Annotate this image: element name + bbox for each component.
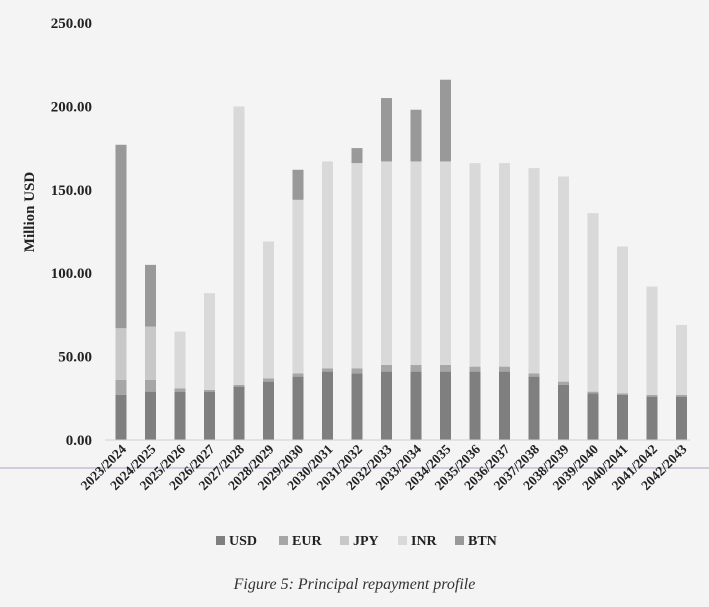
- bar-segment-inr: [351, 163, 363, 369]
- bar-segment-usd: [646, 396, 658, 440]
- bar-segment-btn: [292, 169, 304, 200]
- bar-segment-inr: [292, 199, 304, 374]
- bar-segment-inr: [381, 161, 392, 365]
- bar-segment-inr: [322, 161, 333, 369]
- legend-item-jpy: JPY: [340, 534, 379, 549]
- bar-segment-inr: [440, 161, 451, 365]
- y-tick-label: 250.00: [51, 16, 92, 32]
- bar-segment-inr: [558, 176, 569, 382]
- bar-segment-inr: [469, 163, 481, 367]
- legend-item-inr: INR: [398, 534, 438, 549]
- bar-segment-inr: [676, 324, 687, 395]
- y-tick-label: 100.00: [51, 266, 92, 282]
- bar-segment-inr: [174, 331, 186, 389]
- figure-caption: Figure 5: Principal repayment profile: [233, 576, 476, 593]
- bar-segment-usd: [204, 391, 215, 440]
- bar-segment-usd: [322, 371, 333, 440]
- x-axis: 2023/20242024/20252025/20262026/20272027…: [78, 441, 690, 493]
- bar-segment-jpy: [115, 328, 127, 380]
- bar-segment-eur: [322, 368, 333, 372]
- y-axis: 0.00 50.00 100.00 150.00 200.00 250.00: [51, 16, 92, 449]
- bar-segment-eur: [646, 394, 658, 397]
- bar-segment-inr: [263, 241, 274, 379]
- bars: [115, 79, 687, 440]
- bar-segment-eur: [351, 368, 363, 374]
- legend-label: EUR: [292, 534, 322, 549]
- y-axis-label: Million USD: [22, 172, 38, 253]
- bar-segment-usd: [410, 371, 422, 440]
- legend-label: JPY: [353, 534, 379, 549]
- bar-segment-inr: [410, 161, 422, 365]
- legend: USD EUR JPY INR BTN: [216, 534, 497, 549]
- bar-segment-eur: [528, 373, 540, 377]
- bar-segment-eur: [145, 379, 156, 392]
- legend-swatch: [340, 536, 349, 545]
- bar-segment-usd: [617, 394, 628, 440]
- bar-segment-usd: [263, 381, 274, 440]
- legend-swatch: [216, 536, 225, 545]
- bar-segment-eur: [115, 379, 127, 395]
- bar-segment-eur: [587, 391, 599, 394]
- bar-segment-eur: [676, 394, 687, 397]
- bar-segment-usd: [499, 371, 510, 440]
- bar-segment-eur: [263, 378, 274, 382]
- bar-segment-usd: [440, 371, 451, 440]
- bar-segment-eur: [469, 366, 481, 372]
- bar-segment-usd: [469, 371, 481, 440]
- legend-label: USD: [229, 534, 257, 549]
- bar-segment-usd: [587, 393, 599, 440]
- y-axis-title: Million USD: [22, 172, 38, 253]
- bar-segment-btn: [410, 109, 422, 162]
- legend-item-btn: BTN: [455, 534, 497, 549]
- legend-label: BTN: [468, 534, 497, 549]
- bar-segment-usd: [528, 376, 540, 440]
- bar-segment-eur: [233, 384, 245, 387]
- y-tick-label: 150.00: [51, 183, 92, 199]
- bar-segment-btn: [351, 148, 363, 164]
- bar-segment-eur: [558, 381, 569, 385]
- bar-segment-eur: [617, 393, 628, 395]
- bar-segment-usd: [233, 386, 245, 440]
- bar-segment-usd: [174, 391, 186, 440]
- bar-segment-inr: [499, 163, 510, 367]
- legend-swatch: [279, 536, 288, 545]
- legend-item-usd: USD: [216, 534, 257, 549]
- legend-swatch: [455, 536, 464, 545]
- bar-segment-usd: [145, 391, 156, 440]
- bar-segment-btn: [381, 98, 392, 162]
- bar-segment-eur: [440, 364, 451, 372]
- y-tick-label: 200.00: [51, 99, 92, 115]
- bar-segment-inr: [233, 106, 245, 385]
- bar-segment-btn: [115, 144, 127, 329]
- bar-segment-inr: [646, 286, 658, 395]
- bar-segment-eur: [410, 364, 422, 372]
- bar-segment-btn: [145, 264, 156, 327]
- legend-label: INR: [411, 534, 438, 549]
- y-tick-label: 0.00: [66, 433, 92, 449]
- bar-segment-inr: [587, 213, 599, 392]
- bar-segment-eur: [499, 366, 510, 372]
- bar-segment-usd: [558, 384, 569, 440]
- bar-segment-eur: [174, 388, 186, 392]
- bar-segment-usd: [351, 373, 363, 440]
- y-tick-label: 50.00: [58, 350, 92, 366]
- bar-segment-usd: [292, 376, 304, 440]
- bar-segment-inr: [528, 168, 540, 374]
- bar-segment-jpy: [145, 326, 156, 380]
- bar-segment-usd: [115, 394, 127, 440]
- bar-segment-usd: [381, 371, 392, 440]
- bar-segment-eur: [292, 373, 304, 377]
- bar-segment-inr: [204, 293, 215, 390]
- bar-segment-eur: [381, 364, 392, 372]
- bar-segment-btn: [440, 79, 451, 162]
- bar-segment-inr: [617, 246, 628, 394]
- bar-segment-usd: [676, 396, 687, 440]
- legend-swatch: [398, 536, 407, 545]
- legend-item-eur: EUR: [279, 534, 322, 549]
- bar-segment-eur: [204, 389, 215, 392]
